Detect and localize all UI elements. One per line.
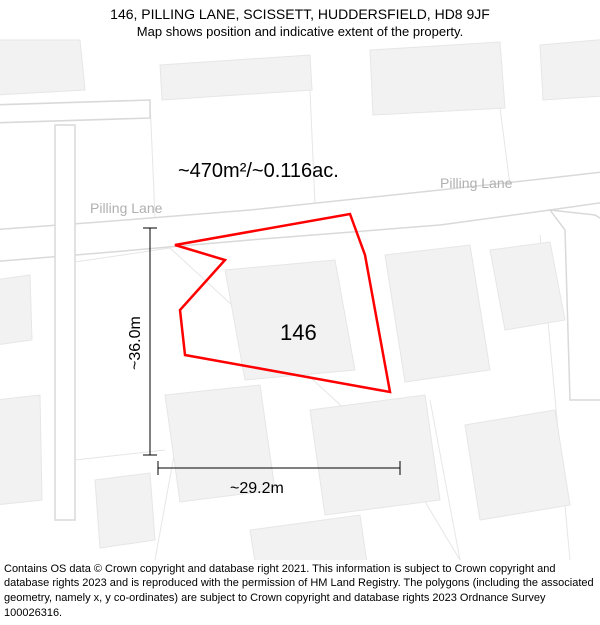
road-label-left: Pilling Lane: [90, 200, 162, 216]
map-svg: [0, 0, 600, 560]
header: 146, PILLING LANE, SCISSETT, HUDDERSFIEL…: [0, 0, 600, 39]
road-label-right: Pilling Lane: [440, 175, 512, 191]
page-title: 146, PILLING LANE, SCISSETT, HUDDERSFIEL…: [0, 6, 600, 22]
horizontal-dimension-label: ~29.2m: [230, 480, 284, 498]
house-number-label: 146: [280, 320, 317, 346]
map-container: ~470m²/~0.116ac. 146 ~36.0m ~29.2m Pilli…: [0, 0, 600, 560]
vertical-dimension-label: ~36.0m: [127, 316, 145, 370]
footer-copyright: Contains OS data © Crown copyright and d…: [4, 562, 596, 621]
area-label: ~470m²/~0.116ac.: [178, 160, 339, 183]
page-subtitle: Map shows position and indicative extent…: [0, 24, 600, 39]
